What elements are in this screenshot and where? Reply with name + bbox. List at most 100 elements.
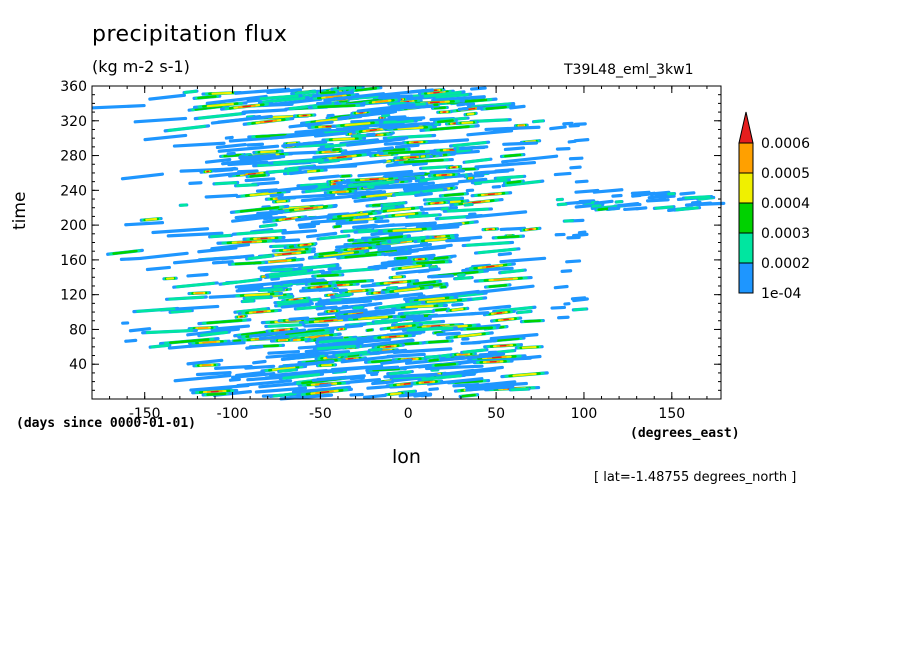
precip-streak bbox=[119, 256, 143, 261]
precip-streak bbox=[308, 334, 326, 339]
x-tick-label: 100 bbox=[571, 406, 598, 422]
precip-streak bbox=[382, 123, 420, 130]
precip-streak bbox=[323, 251, 355, 257]
precip-streak bbox=[577, 230, 587, 235]
precip-streak bbox=[451, 302, 464, 307]
precip-streak bbox=[485, 105, 507, 110]
precip-streak bbox=[176, 281, 215, 289]
precip-streak bbox=[553, 171, 572, 177]
precip-streak bbox=[435, 93, 469, 99]
precip-streak bbox=[631, 193, 642, 198]
precip-streak bbox=[344, 253, 378, 259]
precip-streak bbox=[183, 89, 198, 94]
precip-streak bbox=[260, 223, 277, 228]
precip-streak bbox=[377, 94, 414, 100]
precip-streak bbox=[434, 331, 444, 335]
precip-streak bbox=[467, 107, 476, 111]
precip-streak bbox=[296, 305, 324, 311]
precip-streak bbox=[301, 264, 337, 270]
precip-streak bbox=[679, 191, 696, 196]
precip-streak bbox=[249, 191, 277, 197]
precip-streak bbox=[288, 120, 334, 129]
y-tick-label: 40 bbox=[69, 357, 87, 373]
precip-streak bbox=[333, 225, 341, 229]
precip-streak bbox=[167, 124, 207, 132]
precip-streak bbox=[495, 337, 520, 342]
precip-streak bbox=[236, 183, 258, 188]
precip-streak bbox=[359, 190, 387, 197]
x-axis-label: lon bbox=[392, 446, 421, 468]
precip-streak bbox=[445, 238, 471, 243]
precip-streak bbox=[294, 127, 332, 134]
x-tick-label: 150 bbox=[658, 406, 685, 422]
precip-streak bbox=[347, 353, 360, 358]
precip-streak bbox=[499, 256, 547, 264]
precip-streak bbox=[684, 195, 711, 200]
precip-streak bbox=[247, 172, 256, 176]
precip-streak bbox=[332, 147, 341, 152]
precip-streak bbox=[392, 228, 422, 232]
y-tick-label: 360 bbox=[60, 79, 87, 95]
precip-streak bbox=[398, 391, 428, 398]
precip-streak bbox=[355, 86, 378, 92]
precip-streak bbox=[435, 308, 448, 312]
precip-streak bbox=[319, 90, 336, 95]
precip-streak bbox=[493, 277, 514, 281]
precip-streak bbox=[365, 192, 395, 198]
precip-streak bbox=[340, 354, 394, 364]
precip-streak bbox=[475, 284, 535, 294]
precip-streak bbox=[341, 292, 400, 303]
precip-streak bbox=[461, 167, 476, 171]
x-tick-label: -50 bbox=[309, 406, 332, 422]
precip-streak bbox=[276, 200, 286, 203]
precip-streak bbox=[299, 287, 334, 293]
precip-streak bbox=[573, 307, 588, 312]
precip-streak bbox=[385, 345, 392, 348]
precip-streak bbox=[227, 160, 269, 167]
precip-streak bbox=[311, 374, 366, 382]
precip-streak bbox=[464, 380, 517, 389]
precip-streak bbox=[319, 234, 348, 241]
precip-streak bbox=[433, 106, 446, 110]
precip-streak bbox=[478, 304, 512, 311]
precip-streak bbox=[503, 146, 526, 152]
precip-streak bbox=[120, 172, 164, 181]
precip-streak bbox=[429, 125, 470, 131]
precip-streak bbox=[335, 292, 353, 298]
precip-streak bbox=[220, 254, 255, 261]
precip-streak bbox=[418, 283, 443, 289]
precip-streak bbox=[462, 348, 487, 354]
precip-streak bbox=[280, 302, 312, 309]
precip-streak bbox=[217, 144, 280, 153]
precip-streak bbox=[488, 283, 508, 288]
precip-streak bbox=[408, 213, 439, 219]
precip-streak bbox=[356, 103, 413, 113]
precip-streak bbox=[282, 373, 321, 380]
precip-streak bbox=[172, 141, 226, 148]
precip-streak bbox=[210, 243, 250, 251]
precip-streak bbox=[353, 196, 388, 203]
x-tick-label: 0 bbox=[404, 406, 413, 422]
precip-streak bbox=[388, 232, 404, 237]
precip-streak bbox=[150, 343, 170, 349]
precip-streak bbox=[242, 105, 252, 108]
precip-streak bbox=[333, 85, 362, 91]
precip-streak bbox=[206, 102, 234, 108]
latitude-annotation: [ lat=-1.48755 degrees_north ] bbox=[594, 470, 797, 485]
precip-streak bbox=[389, 384, 413, 389]
precip-streak bbox=[205, 94, 268, 105]
precip-streak bbox=[374, 318, 401, 324]
precip-streak bbox=[478, 352, 506, 357]
precip-streak bbox=[330, 364, 384, 372]
precip-streak bbox=[223, 153, 242, 158]
run-id: T39L48_eml_3kw1 bbox=[564, 62, 694, 78]
precip-streak bbox=[394, 212, 416, 217]
precip-streak bbox=[197, 95, 217, 100]
precip-streak bbox=[300, 194, 361, 203]
precip-streak bbox=[573, 138, 590, 143]
precip-streak bbox=[428, 339, 449, 344]
precip-streak bbox=[317, 104, 356, 109]
precip-streak bbox=[623, 206, 640, 212]
precip-streak bbox=[314, 299, 373, 306]
